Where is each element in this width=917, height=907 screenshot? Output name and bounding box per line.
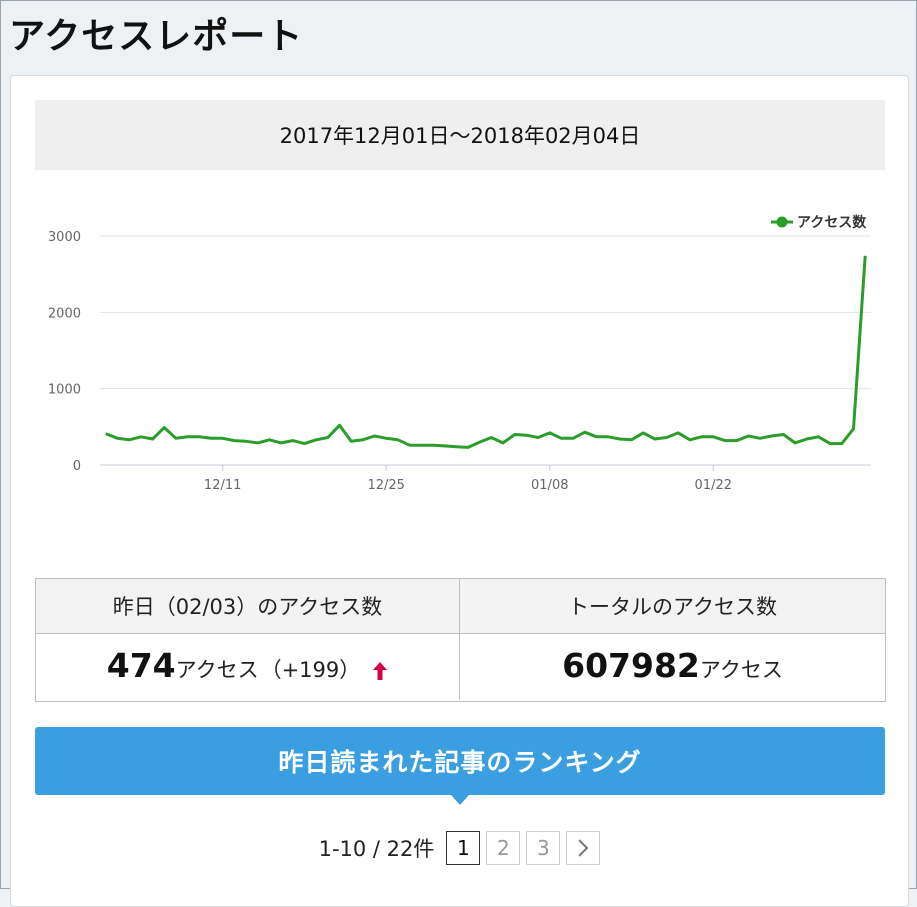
- y-tick-label: 1000: [48, 383, 81, 398]
- yesterday-diff: （+199）: [260, 658, 361, 682]
- pager-count: 1-10 / 22件: [318, 837, 435, 861]
- banner-pointer: [451, 795, 469, 805]
- x-tick-label: 12/11: [204, 478, 241, 493]
- y-tick-label: 2000: [48, 306, 81, 321]
- total-unit: アクセス: [699, 658, 783, 682]
- page-button-1[interactable]: 1: [446, 831, 481, 865]
- series-line-access: [105, 255, 867, 449]
- y-tick-label: 0: [73, 459, 81, 474]
- arrow-up-icon: [372, 661, 388, 685]
- total-header: トータルのアクセス数: [460, 579, 885, 634]
- legend-marker: [776, 216, 788, 228]
- page-title: アクセスレポート: [9, 16, 304, 57]
- yesterday-value-cell: 474 アクセス （+199）: [36, 634, 460, 700]
- page-button-2[interactable]: 2: [486, 831, 521, 865]
- access-chart-svg: 0 1000 2000 3000 12/11 12/25 01/08 01/22 アクセス数: [48, 214, 871, 493]
- page-button-3[interactable]: 3: [526, 831, 561, 865]
- date-range: 2017年12月01日～2018年02月04日: [35, 100, 885, 170]
- report-card: 2017年12月01日～2018年02月04日 0 1000 2000 3000 12/…: [10, 75, 909, 907]
- yesterday-unit: アクセス: [175, 658, 259, 682]
- next-page-button[interactable]: [566, 831, 601, 865]
- total-value: 607982: [562, 646, 700, 685]
- y-tick-label: 3000: [48, 230, 81, 245]
- pagination: 1-10 / 22件 1 2 3: [11, 831, 908, 865]
- yesterday-header: 昨日（02/03）のアクセス数: [36, 579, 460, 634]
- total-value-cell: 607982 アクセス: [460, 634, 885, 700]
- legend-label: アクセス数: [797, 214, 867, 231]
- x-tick-label: 01/22: [695, 478, 732, 493]
- ranking-banner: 昨日読まれた記事のランキング: [35, 727, 885, 795]
- chevron-right-icon: [578, 839, 589, 857]
- x-tick-label: 01/08: [531, 478, 568, 493]
- access-chart: 0 1000 2000 3000 12/11 12/25 01/08 01/22 アクセス数: [11, 196, 908, 516]
- stats-table: 昨日（02/03）のアクセス数 トータルのアクセス数 474 アクセス （+19…: [35, 578, 886, 702]
- yesterday-value: 474: [106, 646, 176, 685]
- x-tick-label: 12/25: [367, 478, 404, 493]
